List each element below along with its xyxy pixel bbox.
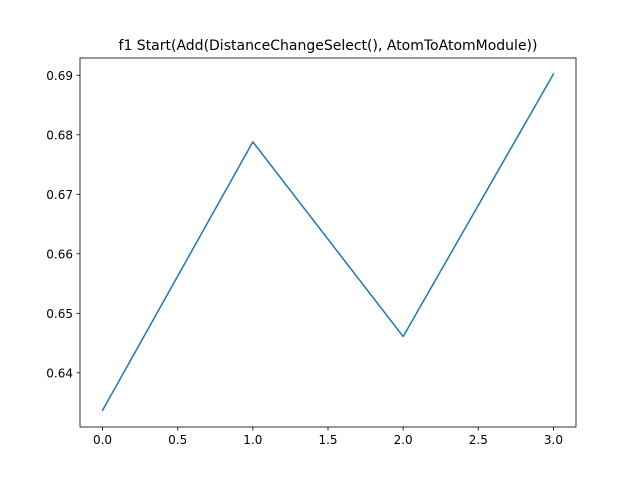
plot-area (101, 73, 555, 412)
data-point (252, 141, 254, 143)
x-tick-label: 1.0 (243, 433, 262, 447)
data-point (402, 336, 404, 338)
x-tick-label: 2.0 (394, 433, 413, 447)
series-line-0 (101, 73, 555, 412)
x-tick-label: 1.5 (318, 433, 337, 447)
plot-frame (79, 57, 577, 428)
y-tick-label: 0.69 (46, 69, 73, 83)
x-tick-label: 2.5 (469, 433, 488, 447)
x-tick-label: 0.0 (93, 433, 112, 447)
y-tick-label: 0.64 (46, 366, 73, 380)
data-point (553, 73, 555, 75)
y-tick-label: 0.68 (46, 128, 73, 142)
data-point (102, 410, 104, 412)
chart-title: f1 Start(Add(DistanceChangeSelect(), Ato… (119, 38, 538, 54)
axes: 0.0 0.5 1.0 1.5 2.0 2.5 3.0 0.64 0.65 0.66 0.67 0.6… (46, 57, 577, 447)
y-tick-label: 0.66 (46, 247, 73, 261)
x-tick-label: 0.5 (168, 433, 187, 447)
x-tick-label: 3.0 (544, 433, 563, 447)
y-tick-label: 0.65 (46, 307, 73, 321)
y-tick-label: 0.67 (46, 188, 73, 202)
